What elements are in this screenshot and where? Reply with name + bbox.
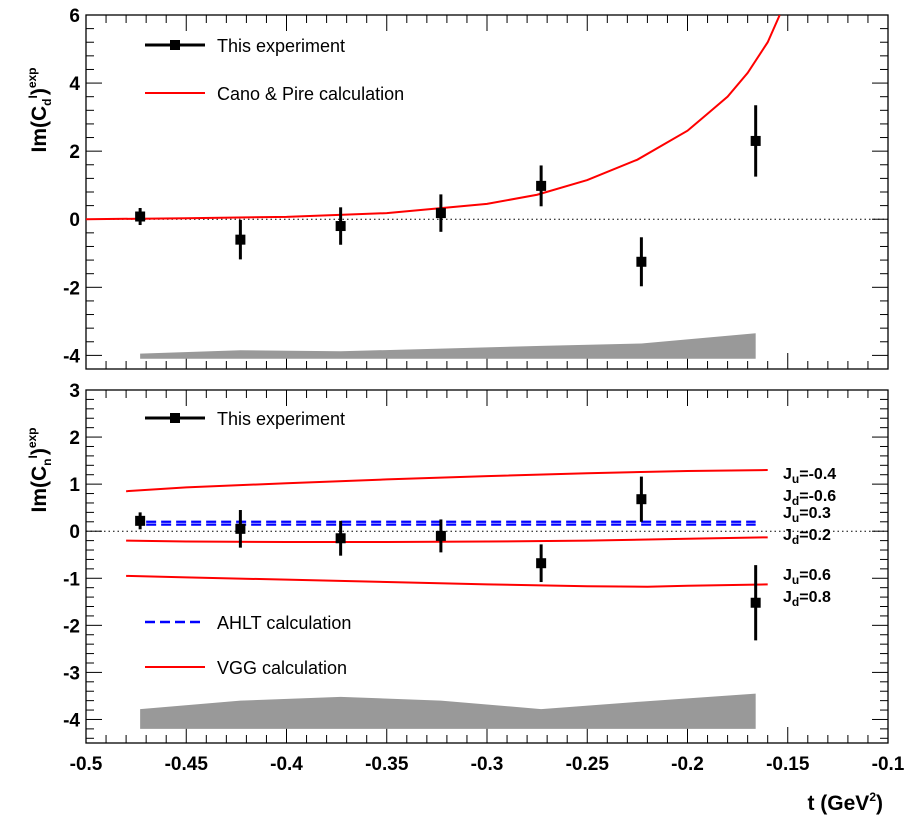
y-tick-label: -4 [63,346,80,367]
y-tick-label: 4 [69,74,80,95]
data-point [750,597,761,608]
data-point [750,135,761,146]
data-point [235,523,246,534]
y-tick-label: -3 [63,663,80,684]
data-point [335,221,346,232]
y-tick-label: 1 [69,475,80,496]
y-tick-label: 2 [69,142,80,163]
x-tick-label: -0.1 [872,754,905,775]
x-tick-label: -0.15 [766,754,810,775]
curve-annotation: Jd=-0.6 [783,488,836,508]
curve-annotation: Jd=0.8 [783,589,831,609]
plot-frame [85,14,889,370]
data-point [636,256,647,267]
legend-label: VGG calculation [217,658,347,678]
curve-annotation: Ju=-0.4 [783,466,836,486]
top-panel: -4 -2 0 2 4 6 This experiment Cano & Pire calcu… [25,6,889,370]
model-curve [126,574,768,588]
legend-marker [170,413,180,423]
legend-marker [170,40,180,50]
x-tick-label: -0.2 [671,754,704,775]
data-point [536,180,547,191]
model-curve [126,536,768,544]
y-tick-label: 6 [69,6,80,27]
curves-group [126,469,768,588]
curve-annotation: Ju=0.3 [783,505,831,525]
bottom-panel: -4 -3 -2 -1 0 1 2 3 -0.5 -0.45 -0.4 -0.35 -0.3 -0.25 -… [25,381,905,815]
plot-frame [85,389,889,744]
x-tick-label: -0.35 [365,754,409,775]
systematic-band [140,693,756,729]
curve-annotation: Jd=0.2 [783,527,831,547]
data-point [435,530,446,541]
data-point [636,494,647,505]
data-point [536,558,547,569]
y-tick-label: -2 [63,278,80,299]
x-tick-label: -0.45 [165,754,209,775]
legend-label: This experiment [217,36,345,56]
y-axis-title: Im(CnI)exp [25,427,54,512]
x-tick-label: -0.4 [270,754,303,775]
data-point [135,515,146,526]
data-point [335,533,346,544]
curves-group [86,15,781,221]
legend-label: This experiment [217,409,345,429]
y-tick-label: -2 [63,616,80,637]
y-tick-label: 3 [69,381,80,402]
data-point [135,211,146,222]
legend-label: AHLT calculation [217,613,351,633]
legend-label: Cano & Pire calculation [217,84,404,104]
y-tick-label: 2 [69,428,80,449]
x-tick-label: -0.3 [471,754,504,775]
data-point [235,234,246,245]
x-tick-label: -0.5 [70,754,103,775]
curve-annotation: Ju=0.6 [783,567,831,587]
y-axis-title: Im(CdI)exp [25,67,54,152]
data-point [435,208,446,219]
model-curve [126,469,768,493]
model-curve [86,15,781,221]
y-tick-label: -4 [63,710,80,731]
systematic-band [140,333,756,359]
y-tick-label: -1 [63,569,80,590]
x-axis-title: t (GeV2) [807,790,883,815]
x-tick-label: -0.25 [566,754,610,775]
y-tick-label: 0 [69,210,80,231]
y-tick-label: 0 [69,522,80,543]
